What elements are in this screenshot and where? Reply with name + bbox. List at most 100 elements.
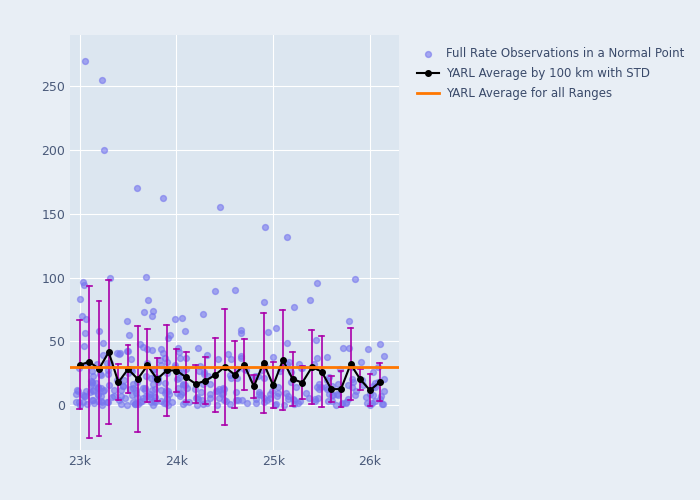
Full Rate Observations in a Normal Point (118, 382, 129, 390)
Full Rate Observations in a Normal Point (176, 314, 188, 322)
Full Rate Observations in a Normal Point (92, 391, 104, 399)
Full Rate Observations in a Normal Point (159, 379, 170, 387)
Full Rate Observations in a Normal Point (149, 384, 160, 392)
Full Rate Observations in a Normal Point (178, 382, 189, 390)
Full Rate Observations in a Normal Point (375, 392, 386, 400)
Full Rate Observations in a Normal Point (111, 376, 122, 384)
Full Rate Observations in a Normal Point (155, 346, 167, 354)
Full Rate Observations in a Normal Point (323, 390, 335, 398)
Full Rate Observations in a Normal Point (127, 398, 139, 406)
Full Rate Observations in a Normal Point (296, 364, 307, 372)
Full Rate Observations in a Normal Point (104, 274, 116, 281)
Full Rate Observations in a Normal Point (131, 386, 142, 394)
Full Rate Observations in a Normal Point (78, 398, 89, 406)
Full Rate Observations in a Normal Point (131, 378, 142, 386)
Full Rate Observations in a Normal Point (158, 194, 169, 202)
Full Rate Observations in a Normal Point (226, 355, 237, 363)
Full Rate Observations in a Normal Point (137, 343, 148, 351)
Full Rate Observations in a Normal Point (131, 184, 142, 192)
Full Rate Observations in a Normal Point (267, 354, 279, 362)
Full Rate Observations in a Normal Point (288, 303, 299, 311)
Full Rate Observations in a Normal Point (146, 386, 158, 394)
Full Rate Observations in a Normal Point (98, 146, 109, 154)
YARL Average by 100 km with STD (375, 379, 384, 385)
Full Rate Observations in a Normal Point (288, 396, 300, 404)
YARL Average by 100 km with STD (298, 380, 307, 386)
Full Rate Observations in a Normal Point (337, 344, 348, 352)
Full Rate Observations in a Normal Point (140, 392, 151, 400)
Full Rate Observations in a Normal Point (92, 384, 103, 392)
Full Rate Observations in a Normal Point (290, 383, 302, 391)
Full Rate Observations in a Normal Point (94, 370, 105, 378)
Full Rate Observations in a Normal Point (78, 278, 89, 286)
Full Rate Observations in a Normal Point (309, 360, 320, 368)
Full Rate Observations in a Normal Point (148, 396, 160, 404)
Full Rate Observations in a Normal Point (84, 388, 95, 396)
Full Rate Observations in a Normal Point (240, 366, 251, 374)
Full Rate Observations in a Normal Point (134, 340, 146, 348)
Full Rate Observations in a Normal Point (176, 390, 187, 398)
Full Rate Observations in a Normal Point (95, 384, 106, 392)
YARL Average by 100 km with STD (220, 364, 229, 370)
Full Rate Observations in a Normal Point (146, 346, 158, 354)
Full Rate Observations in a Normal Point (89, 399, 100, 407)
Full Rate Observations in a Normal Point (365, 390, 376, 398)
Full Rate Observations in a Normal Point (282, 395, 293, 403)
Full Rate Observations in a Normal Point (249, 372, 260, 380)
YARL Average by 100 km with STD (250, 384, 258, 390)
Full Rate Observations in a Normal Point (86, 396, 97, 404)
Full Rate Observations in a Normal Point (144, 393, 155, 401)
Full Rate Observations in a Normal Point (342, 382, 354, 390)
Full Rate Observations in a Normal Point (105, 359, 116, 367)
Full Rate Observations in a Normal Point (256, 392, 267, 400)
YARL Average by 100 km with STD (288, 376, 297, 382)
Full Rate Observations in a Normal Point (374, 340, 386, 348)
YARL Average by 100 km with STD (308, 364, 316, 370)
Full Rate Observations in a Normal Point (377, 400, 388, 408)
Full Rate Observations in a Normal Point (195, 362, 206, 370)
Full Rate Observations in a Normal Point (372, 378, 384, 386)
Full Rate Observations in a Normal Point (309, 394, 321, 402)
YARL Average by 100 km with STD (76, 362, 84, 368)
Full Rate Observations in a Normal Point (106, 393, 118, 401)
Full Rate Observations in a Normal Point (366, 400, 377, 407)
Full Rate Observations in a Normal Point (102, 366, 113, 374)
Full Rate Observations in a Normal Point (92, 397, 104, 405)
Full Rate Observations in a Normal Point (139, 386, 150, 394)
YARL Average by 100 km with STD (327, 386, 335, 392)
Full Rate Observations in a Normal Point (111, 348, 122, 356)
Full Rate Observations in a Normal Point (172, 374, 183, 382)
Full Rate Observations in a Normal Point (81, 400, 92, 408)
YARL Average by 100 km with STD (94, 366, 103, 372)
Full Rate Observations in a Normal Point (346, 364, 358, 372)
Full Rate Observations in a Normal Point (322, 397, 333, 405)
Full Rate Observations in a Normal Point (127, 384, 139, 392)
Full Rate Observations in a Normal Point (119, 394, 130, 402)
Full Rate Observations in a Normal Point (80, 315, 92, 323)
Full Rate Observations in a Normal Point (178, 380, 189, 388)
YARL Average by 100 km with STD (172, 368, 181, 374)
Full Rate Observations in a Normal Point (175, 354, 186, 362)
Full Rate Observations in a Normal Point (138, 308, 149, 316)
Full Rate Observations in a Normal Point (204, 390, 215, 398)
Full Rate Observations in a Normal Point (258, 374, 270, 382)
Full Rate Observations in a Normal Point (103, 381, 114, 389)
Full Rate Observations in a Normal Point (197, 310, 209, 318)
Full Rate Observations in a Normal Point (125, 366, 136, 374)
Full Rate Observations in a Normal Point (161, 394, 172, 402)
Full Rate Observations in a Normal Point (253, 388, 265, 396)
Full Rate Observations in a Normal Point (90, 379, 101, 387)
Full Rate Observations in a Normal Point (379, 387, 390, 395)
Full Rate Observations in a Normal Point (349, 390, 360, 398)
Line: YARL Average by 100 km with STD: YARL Average by 100 km with STD (77, 350, 382, 393)
Full Rate Observations in a Normal Point (369, 384, 380, 392)
Full Rate Observations in a Normal Point (162, 370, 173, 378)
Full Rate Observations in a Normal Point (155, 360, 166, 368)
Full Rate Observations in a Normal Point (236, 354, 247, 362)
Full Rate Observations in a Normal Point (331, 390, 342, 398)
Full Rate Observations in a Normal Point (288, 400, 299, 408)
Full Rate Observations in a Normal Point (132, 400, 144, 408)
Full Rate Observations in a Normal Point (321, 376, 332, 384)
Full Rate Observations in a Normal Point (138, 384, 149, 392)
Full Rate Observations in a Normal Point (130, 400, 141, 407)
